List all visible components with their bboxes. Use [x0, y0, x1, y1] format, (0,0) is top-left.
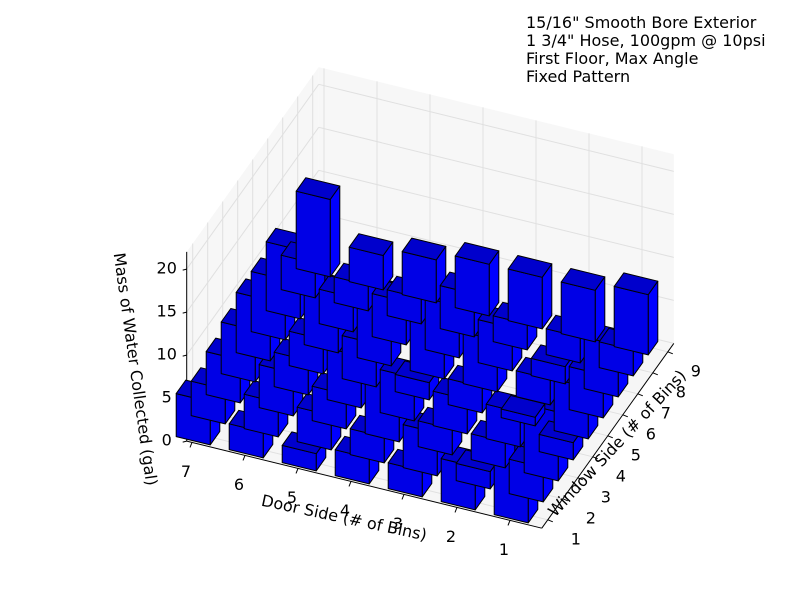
x-tick — [295, 468, 299, 474]
x-tick-label: 7 — [181, 462, 191, 481]
x-tick-label: 2 — [446, 527, 456, 546]
axis-lines — [182, 251, 675, 529]
bar — [401, 237, 447, 304]
bar-top-face — [295, 177, 341, 200]
x-tick — [242, 455, 246, 461]
bar-top-face — [401, 237, 447, 261]
y-tick — [622, 414, 628, 418]
bar-top-face — [613, 272, 659, 296]
y-tick — [607, 435, 613, 439]
bar — [348, 233, 394, 291]
y-tick-label: 2 — [586, 508, 596, 527]
x-tick-label: 6 — [234, 475, 244, 494]
grid-line — [186, 127, 320, 313]
x-axis-label: Door Side (# of Bins) — [260, 491, 429, 545]
z-tick — [182, 440, 187, 443]
x-tick — [454, 507, 458, 513]
bar-front-face — [613, 285, 649, 356]
y-tick-label: 1 — [571, 529, 581, 548]
annotation-line: 1 3/4" Hose, 100gpm @ 10psi — [526, 31, 766, 50]
bar-top-face — [454, 242, 500, 265]
x-tick-label: 5 — [287, 488, 297, 507]
z-tick-label: 20 — [157, 259, 177, 278]
y-tick — [652, 372, 658, 376]
bar — [507, 255, 553, 330]
z-axis-label: Mass of Water Collected (gal) — [110, 252, 162, 487]
bar-front-face — [560, 281, 596, 343]
z-tick-label: 10 — [157, 345, 177, 364]
x-tick-label: 1 — [499, 540, 509, 559]
z-tick — [182, 354, 187, 357]
x-tick — [507, 520, 511, 526]
y-tick-label: 3 — [601, 487, 611, 506]
bar — [281, 431, 327, 472]
y-tick-label: 6 — [646, 424, 656, 443]
annotation-line: First Floor, Max Angle — [526, 49, 699, 68]
x-tick — [348, 481, 352, 487]
bar-top-face — [507, 255, 553, 278]
bar — [500, 395, 546, 427]
y-tick-label: 5 — [631, 445, 641, 464]
grid-line — [318, 126, 674, 215]
z-tick — [182, 268, 187, 271]
y-tick-label: 8 — [676, 382, 686, 401]
y-tick — [562, 498, 568, 502]
grid-line — [318, 169, 674, 258]
x-tick — [401, 494, 405, 500]
z-tick — [182, 311, 187, 314]
z-tick-label: 0 — [162, 431, 172, 450]
y-tick-label: 7 — [661, 403, 671, 422]
bar-top-face — [560, 268, 606, 291]
bar-front-face — [454, 255, 490, 317]
bar-front-face — [401, 251, 437, 304]
bars — [175, 177, 659, 524]
bar-front-face — [507, 268, 543, 330]
grid-line — [318, 83, 674, 172]
bar — [613, 272, 659, 356]
bar — [560, 268, 606, 343]
y-tick — [592, 456, 598, 460]
bar — [295, 177, 341, 278]
chart-annotation: 15/16" Smooth Bore Exterior 1 3/4" Hose,… — [526, 14, 766, 86]
annotation-line: Fixed Pattern — [526, 67, 631, 86]
x-tick — [189, 442, 193, 448]
x-tick-label: 4 — [340, 501, 350, 520]
z-tick-label: 5 — [162, 388, 172, 407]
bar-front-face — [295, 190, 331, 278]
y-tick — [577, 477, 583, 481]
y-tick-label: 9 — [691, 361, 701, 380]
annotation-line: 15/16" Smooth Bore Exterior — [526, 13, 757, 32]
y-tick — [547, 519, 553, 523]
y-tick — [637, 393, 643, 397]
bar-top-face — [348, 233, 394, 256]
y-tick — [667, 351, 673, 355]
z-tick-label: 15 — [157, 302, 177, 321]
x-tick-label: 3 — [393, 514, 403, 533]
bar-left-face — [329, 185, 341, 278]
bar — [454, 242, 500, 317]
grid-line — [186, 84, 320, 270]
bar-top-face — [500, 395, 546, 418]
y-tick-label: 4 — [616, 466, 626, 485]
x-axis-line — [186, 440, 542, 529]
